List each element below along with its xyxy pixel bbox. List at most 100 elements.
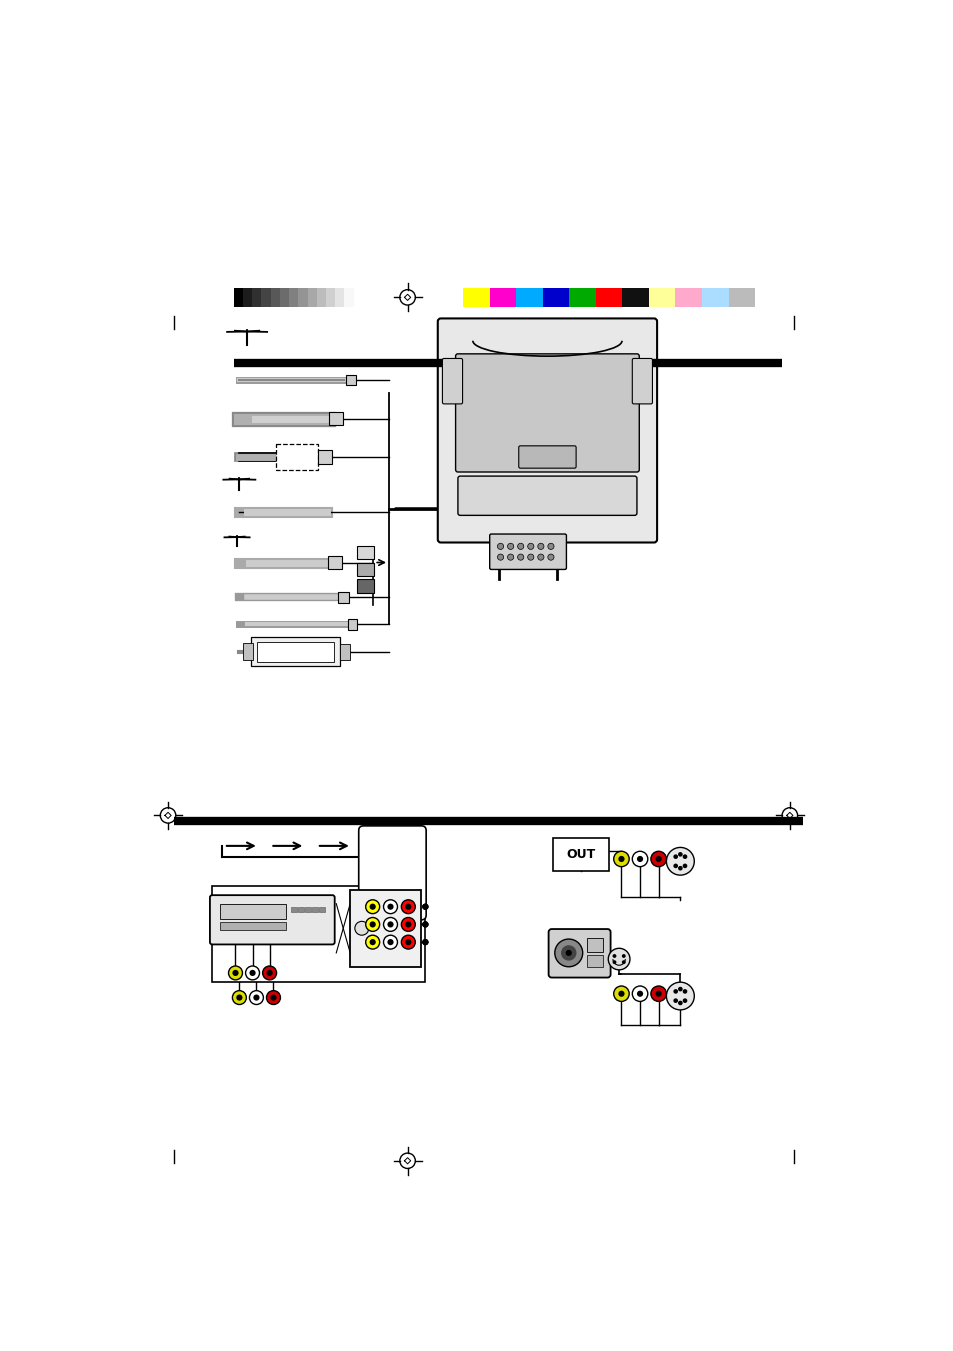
Circle shape — [422, 921, 428, 928]
Circle shape — [612, 961, 616, 965]
Circle shape — [405, 939, 411, 946]
Circle shape — [236, 994, 242, 1001]
Bar — [252, 288, 261, 307]
Bar — [356, 580, 374, 593]
Bar — [289, 288, 298, 307]
Circle shape — [666, 982, 694, 1011]
Circle shape — [678, 986, 682, 992]
Circle shape — [262, 966, 276, 979]
Circle shape — [383, 917, 397, 931]
Circle shape — [422, 939, 428, 946]
Bar — [271, 288, 279, 307]
Circle shape — [655, 990, 661, 997]
Bar — [587, 939, 602, 952]
Bar — [305, 907, 311, 912]
Circle shape — [365, 917, 379, 931]
Circle shape — [560, 946, 576, 961]
FancyBboxPatch shape — [489, 534, 566, 570]
Bar — [621, 288, 648, 307]
Circle shape — [678, 1001, 682, 1005]
Bar — [335, 288, 344, 307]
Circle shape — [537, 543, 543, 550]
Circle shape — [527, 554, 534, 561]
Circle shape — [682, 854, 686, 859]
Circle shape — [401, 935, 415, 948]
Circle shape — [678, 852, 682, 857]
Bar — [220, 923, 286, 929]
Bar — [329, 412, 343, 426]
Circle shape — [422, 939, 428, 946]
Bar — [275, 444, 318, 470]
Circle shape — [608, 948, 629, 970]
Bar — [344, 288, 354, 307]
Circle shape — [621, 961, 625, 965]
FancyBboxPatch shape — [457, 476, 637, 515]
Bar — [356, 562, 374, 577]
Circle shape — [422, 939, 428, 946]
Bar — [212, 886, 425, 982]
Circle shape — [678, 866, 682, 870]
Circle shape — [387, 904, 394, 909]
Circle shape — [650, 986, 666, 1001]
Bar — [346, 376, 355, 385]
Circle shape — [655, 857, 661, 862]
Circle shape — [565, 950, 571, 957]
Circle shape — [355, 921, 369, 935]
Circle shape — [365, 900, 379, 913]
Circle shape — [621, 954, 625, 958]
Circle shape — [369, 921, 375, 928]
Circle shape — [632, 986, 647, 1001]
Circle shape — [401, 900, 415, 913]
Circle shape — [537, 554, 543, 561]
Circle shape — [365, 935, 379, 948]
Bar — [701, 288, 728, 307]
Bar — [648, 288, 675, 307]
Bar — [587, 955, 602, 967]
Bar — [356, 546, 374, 559]
Bar — [298, 907, 303, 912]
Bar — [462, 288, 489, 307]
Circle shape — [547, 554, 554, 561]
Bar — [243, 643, 253, 661]
Circle shape — [547, 543, 554, 550]
Circle shape — [507, 543, 513, 550]
Bar — [340, 644, 350, 659]
Bar — [307, 288, 316, 307]
Circle shape — [233, 990, 246, 1005]
Bar — [728, 288, 755, 307]
FancyBboxPatch shape — [437, 319, 657, 543]
FancyBboxPatch shape — [632, 358, 652, 404]
Bar — [318, 450, 332, 463]
Bar — [257, 642, 334, 662]
Circle shape — [249, 990, 263, 1005]
Circle shape — [673, 854, 678, 859]
Circle shape — [637, 857, 642, 862]
Bar — [326, 288, 335, 307]
Circle shape — [613, 986, 629, 1001]
Bar — [328, 555, 342, 570]
Circle shape — [422, 904, 428, 909]
Circle shape — [229, 966, 242, 979]
Circle shape — [369, 904, 375, 909]
Circle shape — [637, 990, 642, 997]
Circle shape — [249, 970, 255, 975]
Circle shape — [422, 904, 428, 909]
Circle shape — [507, 554, 513, 561]
Circle shape — [387, 939, 394, 946]
Bar — [348, 619, 356, 630]
Circle shape — [682, 998, 686, 1002]
Circle shape — [497, 543, 503, 550]
Circle shape — [673, 863, 678, 869]
Bar — [312, 907, 317, 912]
Circle shape — [266, 990, 280, 1005]
Circle shape — [682, 863, 686, 869]
Circle shape — [650, 851, 666, 867]
FancyBboxPatch shape — [358, 825, 426, 920]
FancyBboxPatch shape — [456, 354, 639, 471]
Bar — [542, 288, 569, 307]
Circle shape — [673, 998, 678, 1002]
FancyBboxPatch shape — [210, 896, 335, 944]
Circle shape — [422, 921, 428, 928]
Circle shape — [245, 966, 259, 979]
Circle shape — [673, 989, 678, 994]
